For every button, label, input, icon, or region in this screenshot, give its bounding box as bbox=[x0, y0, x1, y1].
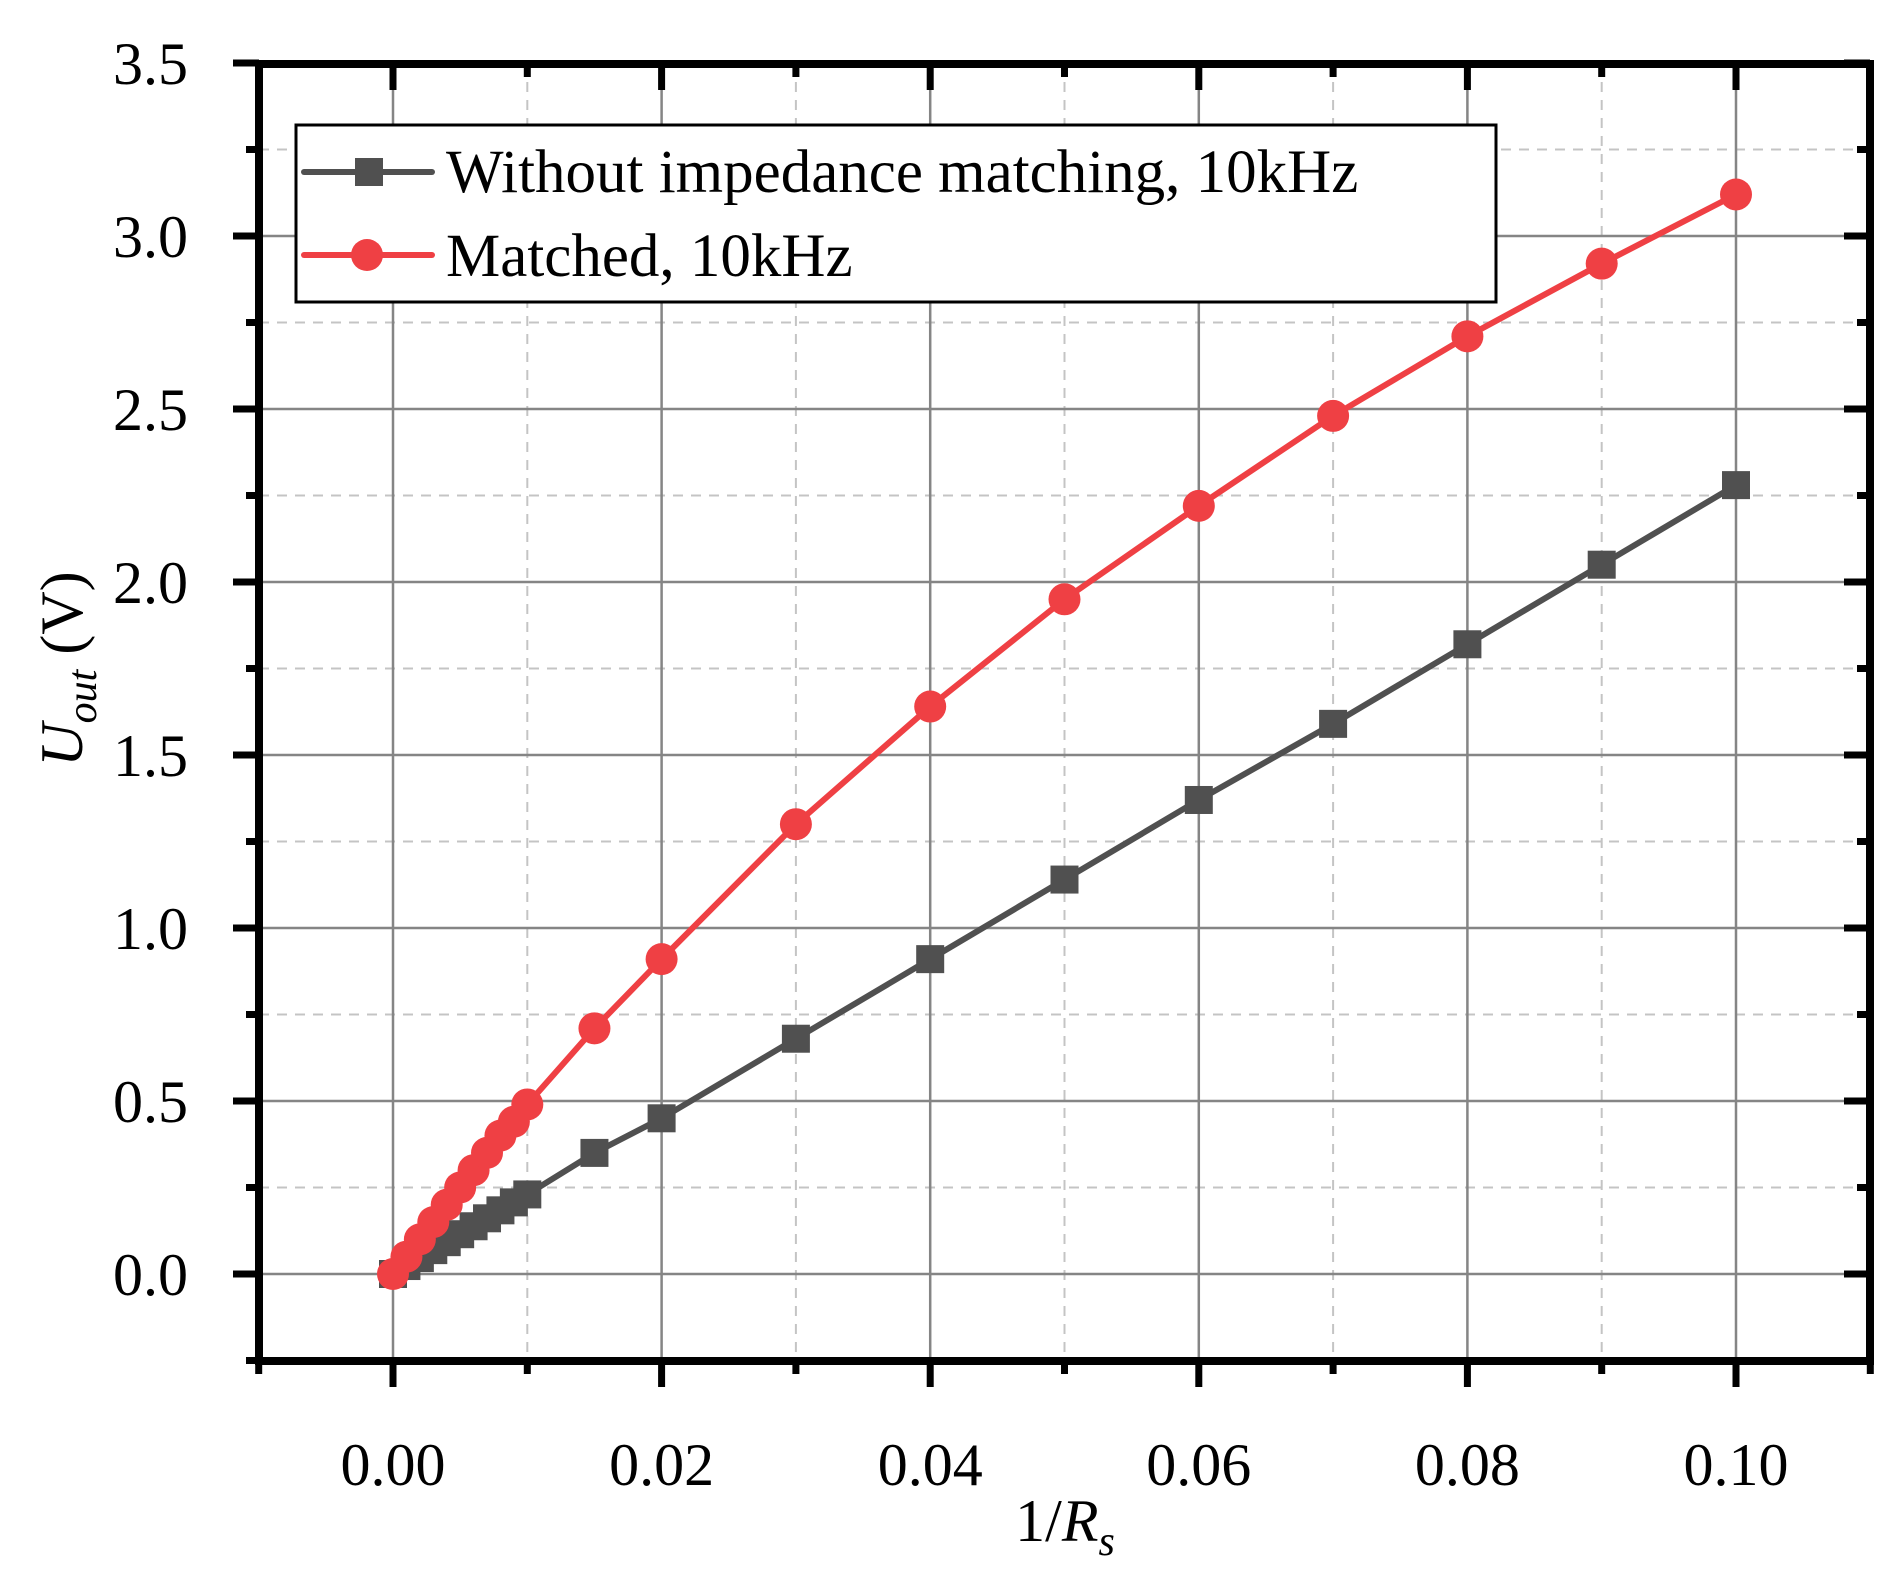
legend-item-matched: Matched, 10kHz bbox=[301, 223, 853, 290]
y-tick-label: 1.5 bbox=[113, 723, 188, 789]
data-point-square bbox=[1587, 550, 1616, 579]
data-point-circle bbox=[1451, 320, 1484, 353]
square-marker-icon bbox=[355, 158, 383, 186]
data-point-circle bbox=[645, 943, 678, 976]
data-point-square bbox=[1722, 471, 1750, 500]
data-point-square bbox=[916, 945, 945, 974]
data-point-square bbox=[1453, 630, 1482, 659]
legend-label: Without impedance matching, 10kHz bbox=[446, 139, 1358, 206]
data-point-circle bbox=[1182, 489, 1215, 522]
x-tick-label: 0.08 bbox=[1415, 1432, 1520, 1498]
data-point-circle bbox=[914, 690, 947, 723]
y-tick-label: 2.5 bbox=[113, 377, 188, 443]
data-point-square bbox=[580, 1138, 609, 1167]
y-tick-label: 1.0 bbox=[113, 896, 188, 962]
y-tick-label: 3.0 bbox=[113, 204, 188, 270]
data-point-circle bbox=[511, 1088, 544, 1121]
data-point-square bbox=[513, 1180, 542, 1209]
data-point-circle bbox=[1720, 178, 1752, 211]
data-point-square bbox=[1184, 785, 1213, 814]
x-tick-label: 0.10 bbox=[1684, 1432, 1789, 1498]
series-layer bbox=[377, 178, 1752, 1290]
data-point-square bbox=[781, 1024, 810, 1053]
data-point-circle bbox=[1585, 247, 1618, 280]
series-matched bbox=[377, 178, 1752, 1290]
x-tick-label: 0.02 bbox=[609, 1432, 714, 1498]
data-point-circle bbox=[578, 1012, 611, 1045]
data-point-square bbox=[647, 1104, 676, 1133]
y-tick-label: 2.0 bbox=[113, 550, 188, 616]
axes bbox=[233, 59, 1874, 1387]
y-axis-title: Uout (V) bbox=[29, 571, 106, 766]
legend-label: Matched, 10kHz bbox=[446, 223, 853, 290]
y-tick-label: 0.0 bbox=[113, 1242, 188, 1308]
data-point-square bbox=[1319, 709, 1348, 738]
x-tick-label: 0.00 bbox=[341, 1432, 446, 1498]
y-tick-labels: 0.0 0.5 1.0 1.5 2.0 2.5 3.0 3.5 bbox=[113, 31, 188, 1308]
data-point-square bbox=[1050, 865, 1079, 894]
circle-marker-icon bbox=[351, 239, 383, 271]
y-tick-label: 0.5 bbox=[113, 1069, 188, 1135]
data-point-circle bbox=[779, 808, 812, 841]
x-axis-title: 1/Rs bbox=[1015, 1488, 1115, 1565]
legend: Without impedance matching, 10kHz Matche… bbox=[294, 123, 1498, 304]
data-point-circle bbox=[1048, 583, 1081, 616]
x-tick-label: 0.06 bbox=[1146, 1432, 1251, 1498]
x-tick-label: 0.04 bbox=[878, 1432, 983, 1498]
legend-box bbox=[294, 123, 1498, 304]
data-point-circle bbox=[1317, 399, 1350, 432]
legend-item-without-matching: Without impedance matching, 10kHz bbox=[301, 139, 1358, 206]
y-tick-label: 3.5 bbox=[113, 31, 188, 97]
x-tick-labels: 0.00 0.02 0.04 0.06 0.08 0.10 bbox=[341, 1432, 1789, 1498]
